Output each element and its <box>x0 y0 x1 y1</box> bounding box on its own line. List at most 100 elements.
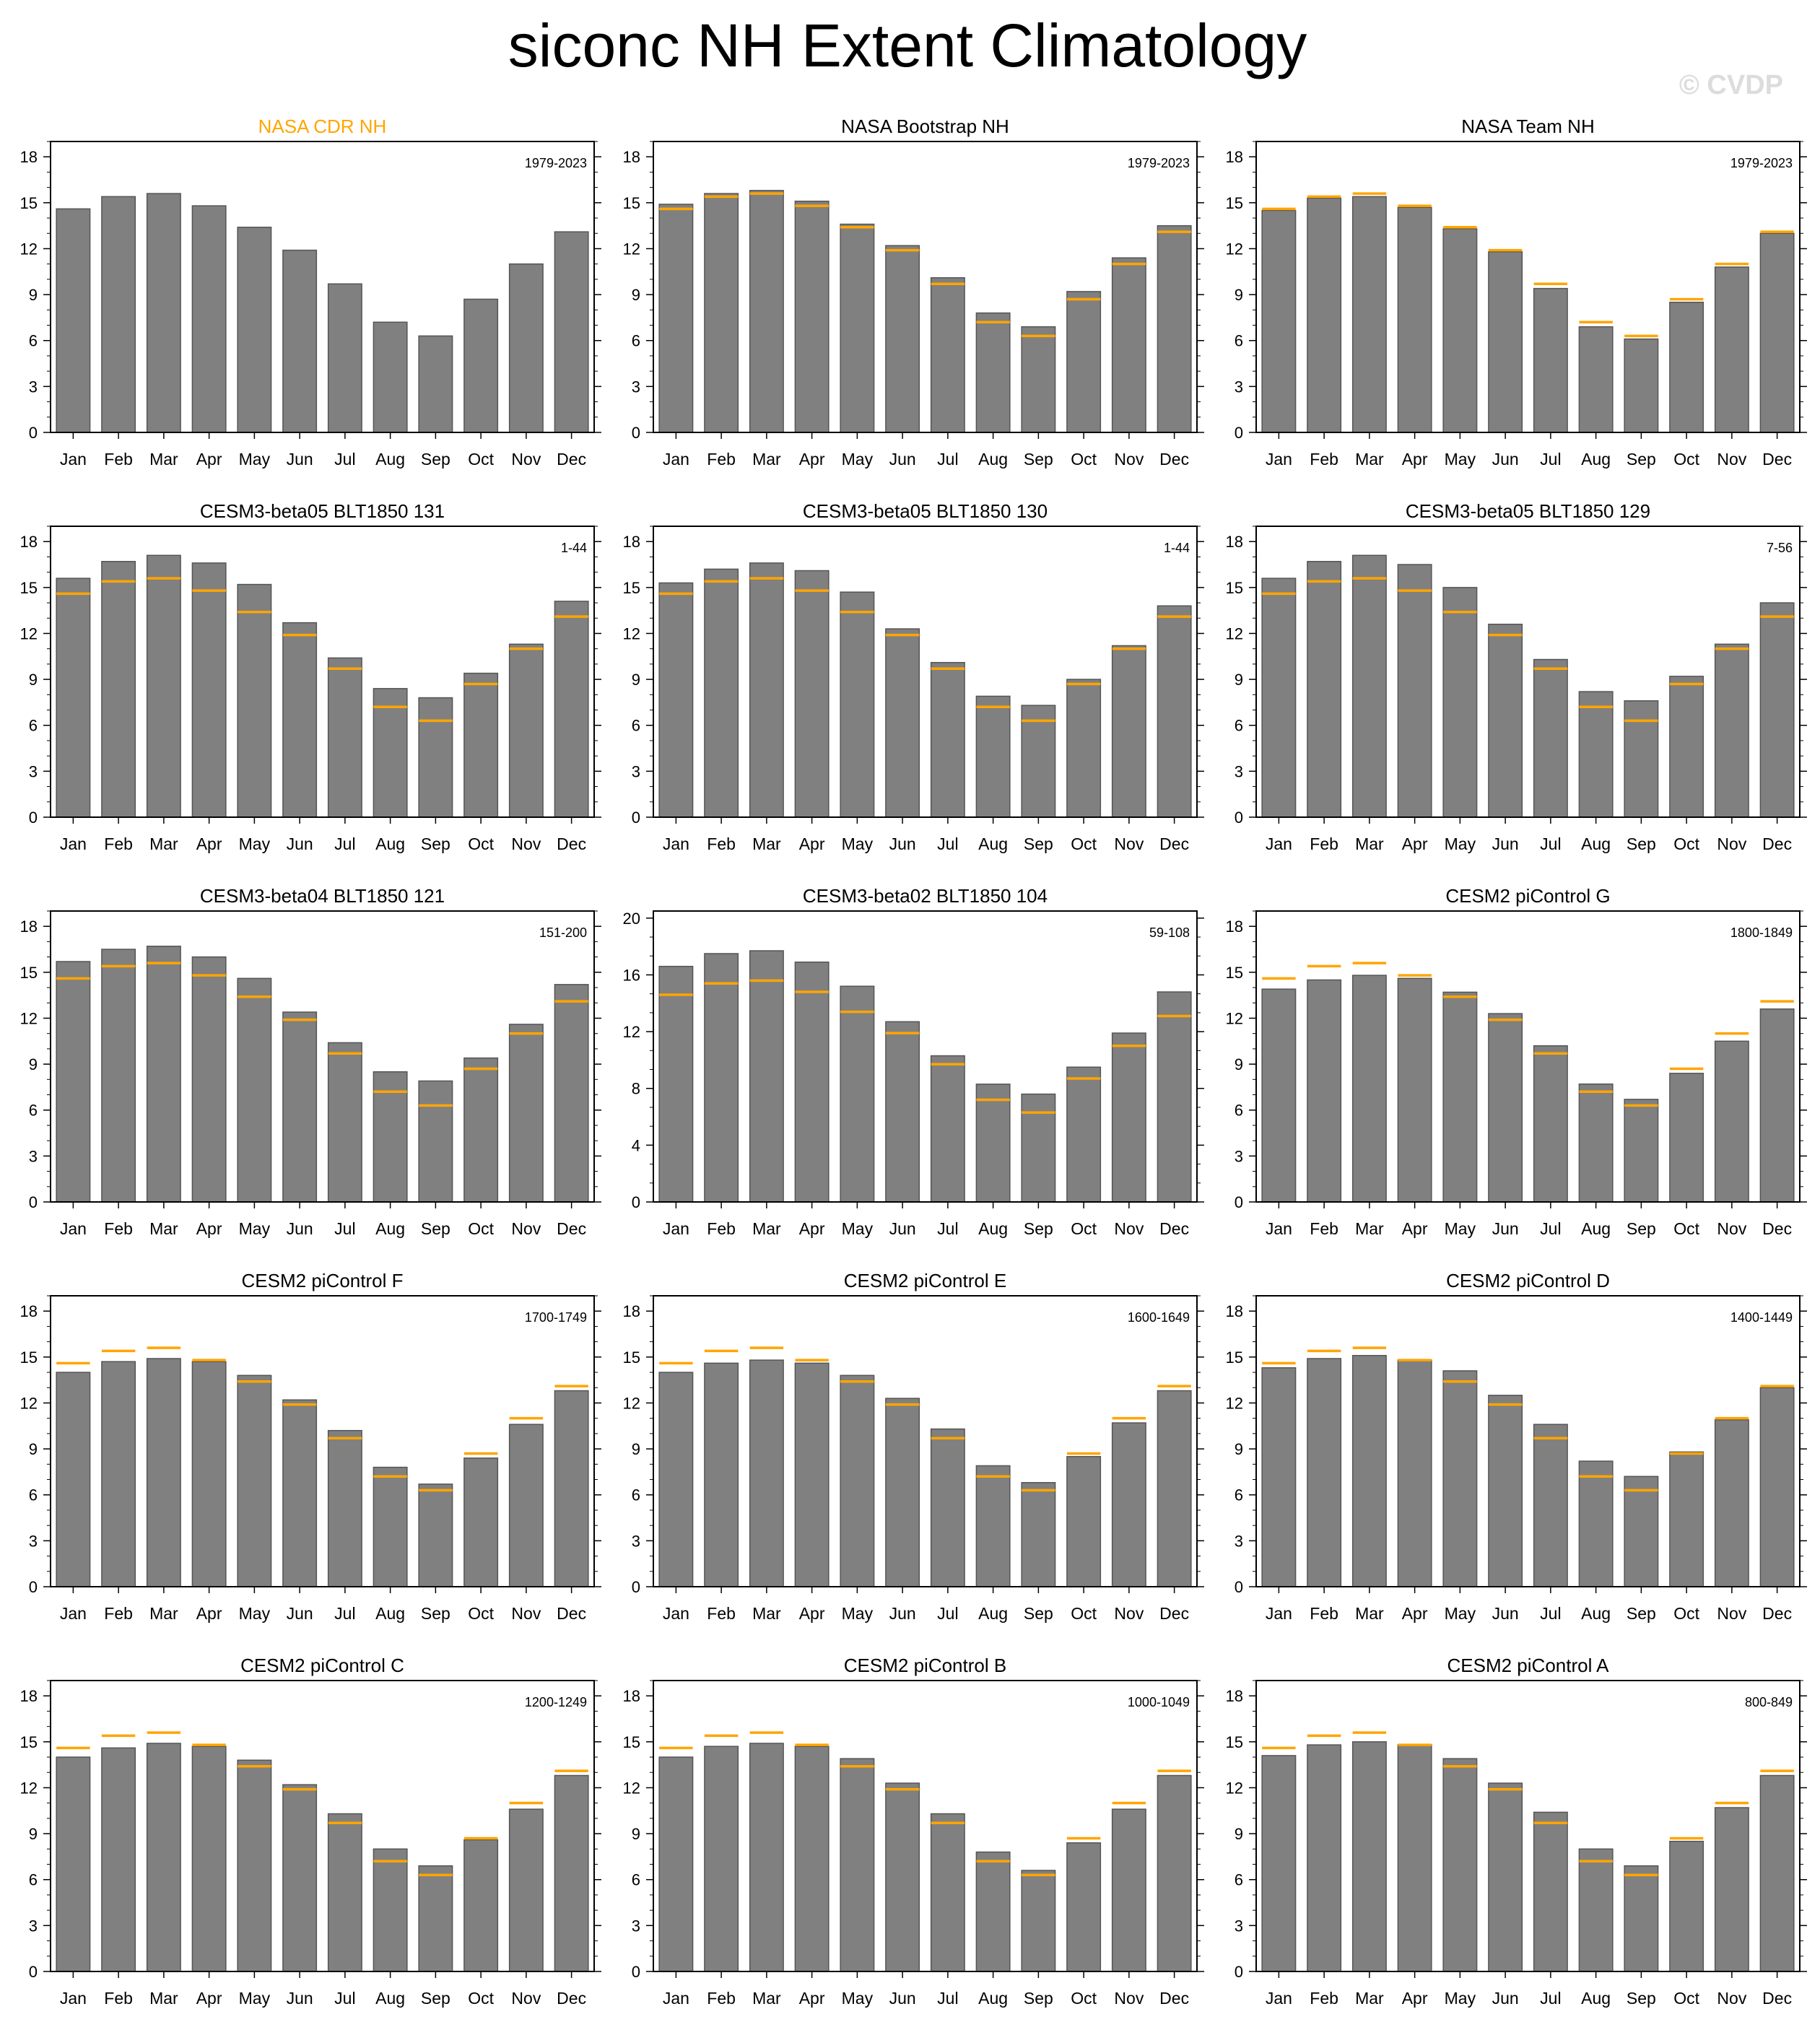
period-label: 1979-2023 <box>1730 156 1793 170</box>
panel-title: NASA CDR NH <box>258 116 387 137</box>
x-tick-label: Jul <box>1540 1989 1561 2008</box>
x-tick-label: Mar <box>149 1989 178 2008</box>
x-tick-label: Nov <box>1114 450 1144 469</box>
x-tick-label: Dec <box>1159 1604 1189 1623</box>
plot-frame <box>653 141 1198 433</box>
y-tick-label: 12 <box>20 240 38 258</box>
x-tick-label: Aug <box>978 1989 1008 2008</box>
bar <box>1111 1808 1146 1972</box>
x-tick-label: Oct <box>1673 1604 1699 1623</box>
x-tick-label: Oct <box>1673 1989 1699 2008</box>
x-tick-label: Aug <box>978 835 1008 853</box>
chart-panel: CESM2 piControl B Jan Feb Mar Apr May Jun Jul Au… <box>623 1655 1204 2008</box>
bar <box>1261 1755 1297 1972</box>
y-tick-label: 12 <box>20 1779 38 1797</box>
bar <box>1066 291 1102 433</box>
bar <box>282 622 318 818</box>
x-tick-label: Feb <box>1310 450 1338 469</box>
y-tick-label: 9 <box>1235 671 1243 689</box>
y-tick-label: 18 <box>623 1687 640 1705</box>
chart-panel: CESM3-beta05 BLT1850 130 Jan Feb Mar Apr May J… <box>623 500 1204 853</box>
x-tick-label: Jul <box>1540 1604 1561 1623</box>
bar <box>554 231 589 433</box>
bar <box>1624 1099 1659 1203</box>
x-tick-label: Jun <box>287 1989 313 2008</box>
y-tick-label: 0 <box>1235 809 1243 827</box>
x-tick-label: Nov <box>1717 1219 1746 1238</box>
bar <box>191 956 227 1203</box>
x-tick-label: Nov <box>1114 1219 1144 1238</box>
y-tick-label: 0 <box>632 1963 640 1981</box>
x-tick-label: Feb <box>104 1604 133 1623</box>
x-tick-label: Mar <box>752 835 781 853</box>
panel-title: CESM3-beta05 BLT1850 130 <box>803 500 1048 522</box>
bar <box>1307 197 1342 433</box>
y-tick-label: 0 <box>1235 1193 1243 1211</box>
x-tick-label: Nov <box>1114 835 1144 853</box>
x-tick-label: May <box>842 450 874 469</box>
plot-frame <box>50 141 595 433</box>
y-tick-label: 0 <box>29 1193 38 1211</box>
x-tick-label: Feb <box>707 1604 736 1623</box>
y-tick-label: 9 <box>1235 1825 1243 1843</box>
x-tick-label: May <box>842 835 874 853</box>
x-tick-label: Feb <box>1310 1989 1338 2008</box>
bar <box>1578 1848 1614 1972</box>
y-tick-label: 8 <box>632 1080 640 1098</box>
y-tick-label: 6 <box>29 717 38 735</box>
y-tick-label: 3 <box>29 1532 38 1550</box>
x-tick-label: Jul <box>334 1604 355 1623</box>
x-tick-label: Mar <box>752 1219 781 1238</box>
x-tick-label: Oct <box>468 1604 494 1623</box>
x-tick-label: Jan <box>663 1989 689 2008</box>
x-tick-label: Oct <box>1673 835 1699 853</box>
bar <box>146 193 181 433</box>
y-tick-label: 3 <box>1235 1147 1243 1165</box>
x-tick-label: Dec <box>1762 1219 1792 1238</box>
bar <box>840 1374 875 1587</box>
x-tick-label: Mar <box>1355 1604 1384 1623</box>
y-tick-label: 18 <box>1226 1687 1243 1705</box>
bar <box>1157 225 1192 433</box>
x-tick-label: Aug <box>1581 450 1611 469</box>
bar <box>1488 1782 1523 1972</box>
bar <box>146 946 181 1203</box>
bar <box>749 1359 784 1587</box>
x-tick-label: Jul <box>1540 835 1561 853</box>
x-tick-label: Aug <box>978 1219 1008 1238</box>
plot-frame <box>1255 526 1801 818</box>
x-tick-label: Aug <box>978 450 1008 469</box>
period-label: 1800-1849 <box>1730 925 1793 940</box>
x-tick-label: Jun <box>287 1604 313 1623</box>
chart-panel: NASA Team NH Jan Feb Mar Apr May Jun Jul Aug Sep O… <box>1226 116 1807 469</box>
x-tick-label: Oct <box>468 1219 494 1238</box>
bar <box>975 1851 1011 1972</box>
panel-title: CESM3-beta05 BLT1850 131 <box>200 500 445 522</box>
x-tick-label: Oct <box>1673 1219 1699 1238</box>
x-tick-label: Sep <box>1024 1989 1053 2008</box>
y-tick-label: 15 <box>1226 964 1243 982</box>
y-tick-label: 15 <box>20 1348 38 1367</box>
bar <box>1261 1367 1297 1587</box>
x-tick-label: Feb <box>104 1989 133 2008</box>
y-tick-label: 18 <box>623 148 640 166</box>
bar <box>1759 232 1795 433</box>
bar <box>1488 1013 1523 1203</box>
y-tick-label: 9 <box>632 286 640 304</box>
period-label: 1-44 <box>561 541 587 555</box>
x-tick-label: Nov <box>511 1604 541 1623</box>
bar <box>327 1042 362 1203</box>
bar <box>885 1398 920 1587</box>
x-tick-label: Sep <box>421 1989 450 2008</box>
bar <box>327 283 362 433</box>
bar <box>840 223 875 433</box>
bar <box>1533 287 1568 433</box>
x-tick-label: Feb <box>104 1219 133 1238</box>
x-tick-label: Apr <box>196 835 222 853</box>
x-tick-label: Jun <box>1492 835 1519 853</box>
x-tick-label: Jul <box>334 835 355 853</box>
panel-title: NASA Bootstrap NH <box>841 116 1009 137</box>
bar <box>1111 1422 1146 1587</box>
bar <box>1624 1865 1659 1972</box>
panel-title: CESM2 piControl G <box>1445 885 1610 907</box>
